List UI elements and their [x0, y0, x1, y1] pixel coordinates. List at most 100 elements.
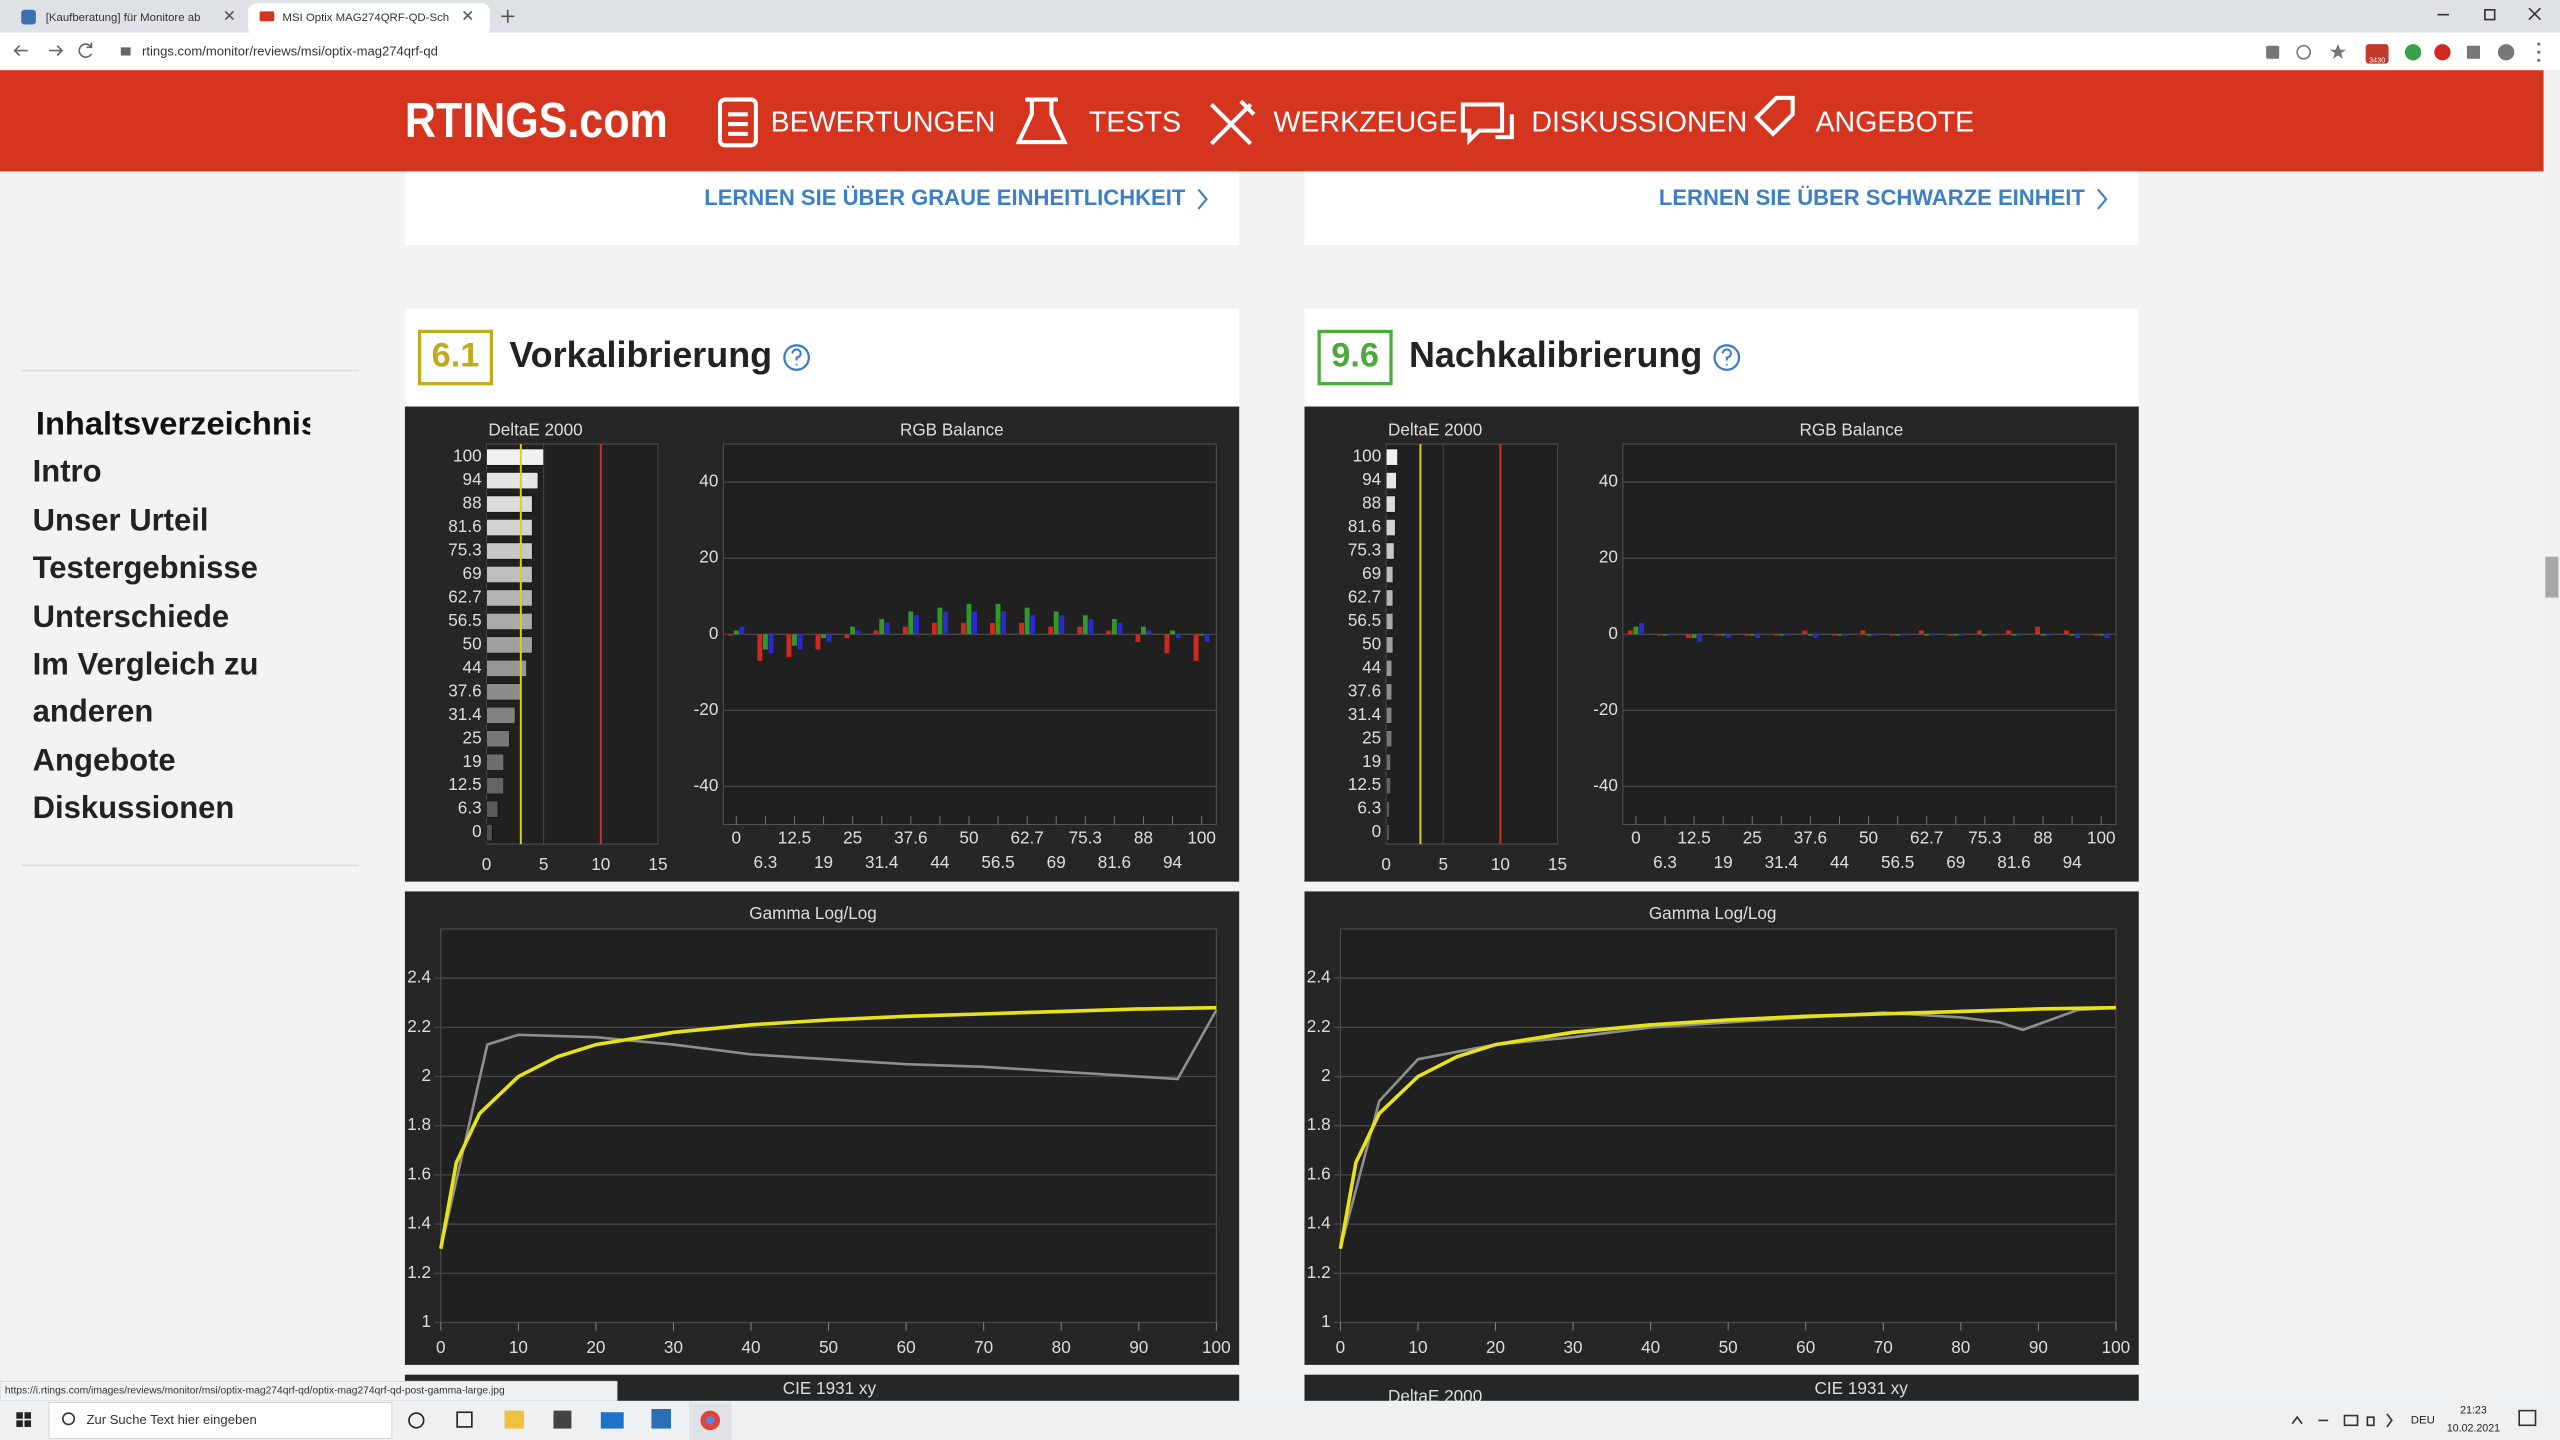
- learn-more-link[interactable]: LERNEN SIE ÜBER GRAUE EINHEITLICHKEIT: [704, 185, 1186, 210]
- content: LERNEN SIE ÜBER GRAUE EINHEITLICHKEIT 6.1…: [404, 171, 2139, 1408]
- taskbar-icon[interactable]: [456, 1411, 473, 1428]
- y-tick-label: 1.4: [1307, 1213, 1331, 1233]
- help-icon-mark: [1721, 348, 1732, 366]
- extension-icon[interactable]: [2434, 44, 2451, 61]
- bar: [2064, 630, 2070, 635]
- toc-item[interactable]: Testergebnisse: [32, 552, 258, 587]
- taskbar-icon[interactable]: [600, 1412, 624, 1429]
- x-tick-label: 10: [1491, 854, 1510, 874]
- bar: [1842, 634, 1848, 636]
- nav-item[interactable]: WERKZEUGE: [1273, 107, 1457, 139]
- taskbar-icon[interactable]: [408, 1412, 425, 1429]
- scrollbar[interactable]: [2543, 70, 2560, 1401]
- tray-date[interactable]: 10.02.2021: [2447, 1422, 2500, 1434]
- y-tick-label: -20: [694, 699, 719, 719]
- bar: [1385, 636, 1394, 654]
- bar: [1958, 634, 1964, 636]
- y-tick-label: 88: [463, 493, 482, 513]
- bar: [1871, 634, 1877, 636]
- window-controls[interactable]: [2437, 7, 2541, 21]
- toolbar-icon[interactable]: [2329, 44, 2347, 59]
- nav-icon: [1209, 99, 1256, 146]
- x-tick-label: 62.7: [1010, 828, 1043, 848]
- y-tick-label: 69: [463, 563, 482, 583]
- toc-item[interactable]: Angebote: [32, 744, 176, 779]
- nav-item[interactable]: DISKUSSIONEN: [1531, 107, 1747, 139]
- taskbar-icon[interactable]: [553, 1410, 572, 1429]
- y-tick-label: 25: [1362, 727, 1381, 747]
- y-tick-label: 2.2: [407, 1016, 431, 1036]
- learn-more-link[interactable]: LERNEN SIE ÜBER SCHWARZE EINHEIT: [1659, 185, 2086, 210]
- bar: [1385, 495, 1396, 513]
- bar: [1697, 634, 1703, 642]
- extension-icon[interactable]: [2466, 45, 2480, 59]
- chart-title: DeltaE 2000: [488, 420, 582, 440]
- tray-language[interactable]: DEU: [2411, 1414, 2435, 1426]
- toc-item[interactable]: Im Vergleich zu anderen: [32, 648, 259, 731]
- bar: [1807, 634, 1813, 636]
- toolbar-icons: [2266, 42, 2541, 64]
- notification-icon[interactable]: [2518, 1409, 2537, 1427]
- y-tick-label: 100: [453, 446, 482, 466]
- taskbar-icon[interactable]: [651, 1408, 672, 1429]
- profile-icon[interactable]: [2497, 44, 2515, 61]
- toolbar-icon[interactable]: [2296, 44, 2312, 60]
- toc-item[interactable]: Diskussionen: [32, 792, 235, 827]
- bar: [931, 622, 937, 635]
- x-tick-label: 88: [2034, 828, 2053, 848]
- toc-item[interactable]: Unser Urteil: [32, 504, 209, 539]
- nav-item[interactable]: ANGEBOTE: [1816, 107, 1975, 139]
- nav-item[interactable]: BEWERTUNGEN: [771, 107, 996, 139]
- bar: [486, 448, 544, 466]
- extension-icon[interactable]: [2404, 44, 2422, 61]
- scrollbar-thumb[interactable]: [2545, 556, 2559, 598]
- y-tick-label: 2: [1321, 1065, 1331, 1085]
- help-icon[interactable]: [783, 344, 810, 371]
- score: 9.6: [1331, 337, 1379, 375]
- help-icon[interactable]: [1713, 344, 1741, 371]
- menu-icon[interactable]: [2537, 50, 2541, 54]
- site-logo[interactable]: RTINGS.com: [405, 94, 668, 148]
- taskbar-icon[interactable]: [504, 1410, 525, 1429]
- x-tick-label: 60: [1796, 1337, 1815, 1357]
- menu-icon[interactable]: [2537, 42, 2541, 46]
- url[interactable]: rtings.com/monitor/reviews/msi/optix-mag…: [142, 44, 438, 59]
- tray-icons[interactable]: [2291, 1413, 2393, 1428]
- bar: [972, 611, 977, 635]
- search-placeholder[interactable]: Zur Suche Text hier eingeben: [87, 1412, 257, 1427]
- start-button[interactable]: [16, 1412, 32, 1427]
- y-tick-label: 50: [1362, 633, 1381, 653]
- toc-item[interactable]: Unterschiede: [32, 600, 230, 635]
- toolbar-icon[interactable]: [2266, 45, 2280, 59]
- y-tick-label: 37.6: [1348, 680, 1381, 700]
- x-tick-label: 12.5: [1677, 828, 1710, 848]
- extension-badge: 3430: [2369, 55, 2385, 64]
- nav-item[interactable]: TESTS: [1089, 107, 1181, 139]
- tray-time[interactable]: 21:23: [2460, 1404, 2487, 1416]
- x-tick-label: 15: [1548, 854, 1567, 874]
- x-tick-label: 40: [1641, 1337, 1660, 1357]
- active-tab[interactable]: [248, 3, 490, 36]
- tab-title[interactable]: [Kaufberatung] für Monitore ab: [46, 12, 201, 24]
- chart-title: DeltaE 2000: [1388, 420, 1482, 440]
- bar: [1204, 634, 1210, 642]
- extension-icon[interactable]: [2365, 44, 2389, 64]
- tab-controls[interactable]: [224, 9, 515, 23]
- bar: [1053, 611, 1059, 635]
- tab-title[interactable]: MSI Optix MAG274QRF-QD-Sch: [282, 12, 449, 24]
- reload-button[interactable]: [78, 42, 93, 58]
- bar: [1385, 683, 1393, 701]
- score-box: [417, 329, 494, 386]
- search-box[interactable]: [48, 1402, 393, 1439]
- x-tick-label: 19: [814, 852, 833, 872]
- nav-icon: [717, 97, 758, 148]
- x-tick-label: 50: [1859, 828, 1878, 848]
- taskbar-icon[interactable]: [706, 1416, 715, 1425]
- nav-arrows[interactable]: [13, 45, 64, 57]
- x-tick-label: 0: [482, 854, 492, 874]
- toc-item[interactable]: Intro: [32, 456, 102, 491]
- nav-menu: BEWERTUNGEN TESTS WERKZEUGE DISKUSSIONEN ANG…: [771, 107, 1975, 139]
- y-tick-label: 1.2: [407, 1262, 431, 1282]
- menu-icon[interactable]: [2537, 58, 2541, 63]
